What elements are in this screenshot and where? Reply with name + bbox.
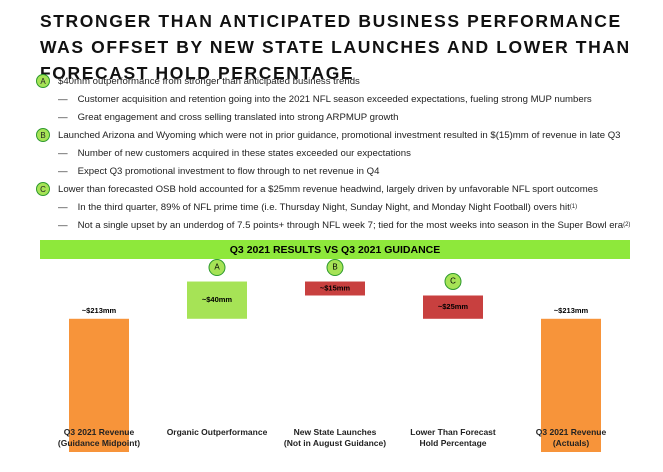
bar xyxy=(305,281,365,296)
marker-circle xyxy=(326,259,344,277)
footnote-ref: (1) xyxy=(569,204,578,210)
bar xyxy=(423,295,483,319)
dash: — xyxy=(58,147,68,159)
category-label: Q3 2021 Revenue (Guidance Midpoint) xyxy=(57,427,141,448)
bullet-text: Launched Arizona and Wyoming which were … xyxy=(58,129,621,141)
bullet-marker: B xyxy=(36,128,50,142)
category-label: Q3 2021 Revenue (Actuals) xyxy=(535,427,607,448)
bullet: B Launched Arizona and Wyoming which were… xyxy=(36,126,656,144)
footnote-ref: (2) xyxy=(623,222,631,228)
dash: — xyxy=(58,111,68,123)
dash: — xyxy=(58,165,68,177)
sub-bullet-text: Number of new customers acquired in thes… xyxy=(77,147,411,159)
bullet: A $40mm outperformance from stronger than… xyxy=(36,72,656,90)
sub-bullet: — Expect Q3 promotional investment to flo… xyxy=(36,162,656,180)
sub-bullet: — Great engagement and cross selling tran… xyxy=(36,108,656,126)
value-label: ~$15mm xyxy=(320,283,351,292)
marker-letter: B xyxy=(332,263,337,272)
bullet-marker: A xyxy=(36,74,50,88)
marker-letter: A xyxy=(214,263,220,272)
sub-bullet-text: Not a single upset by an underdog of 7.5… xyxy=(77,219,624,231)
sub-bullet: — Number of new customers acquired in the… xyxy=(36,144,656,162)
category-label: Organic Outperformance xyxy=(166,427,268,437)
dash: — xyxy=(58,201,68,213)
sub-bullet-text: In the third quarter, 89% of NFL prime t… xyxy=(77,201,570,213)
dash: — xyxy=(58,93,68,105)
marker-circle xyxy=(208,259,226,277)
bullet: C Lower than forecasted OSB hold accounte… xyxy=(36,180,656,198)
sub-bullet-text: Great engagement and cross selling trans… xyxy=(77,111,399,123)
value-label: ~$40mm xyxy=(202,295,233,304)
category-label: Lower Than Forecast Hold Percentage xyxy=(410,427,496,448)
value-label: ~$213mm xyxy=(82,306,117,315)
chart-header xyxy=(40,240,630,259)
sub-bullet: — Customer acquisition and retention goin… xyxy=(36,90,656,108)
sub-bullet: — Not a single upset by an underdog of 7.… xyxy=(36,216,656,234)
marker-circle xyxy=(444,272,462,290)
chart-title: Q3 2021 RESULTS VS Q3 2021 GUIDANCE xyxy=(230,244,440,256)
sub-bullet-text: Expect Q3 promotional investment to flow… xyxy=(77,165,380,177)
bar xyxy=(69,318,129,452)
sub-bullet: — In the third quarter, 89% of NFL prime … xyxy=(36,198,656,216)
bullet-text: Lower than forecasted OSB hold accounted… xyxy=(58,183,598,195)
sub-bullet-text: Customer acquisition and retention going… xyxy=(77,93,592,105)
bullet-list: A $40mm outperformance from stronger than… xyxy=(36,72,656,234)
bullet-text: $40mm outperformance from stronger than … xyxy=(58,75,360,87)
value-label: ~$25mm xyxy=(438,302,469,311)
slide-title: STRONGER THAN ANTICIPATED BUSINESS PERFO… xyxy=(40,11,631,83)
marker-letter: C xyxy=(450,277,456,286)
category-label: New State Launches (Not in August Guidan… xyxy=(283,427,387,448)
bar xyxy=(541,318,601,452)
value-label: ~$213mm xyxy=(554,306,589,315)
dash: — xyxy=(58,219,68,231)
bar xyxy=(187,281,247,319)
bullet-marker: C xyxy=(36,182,50,196)
